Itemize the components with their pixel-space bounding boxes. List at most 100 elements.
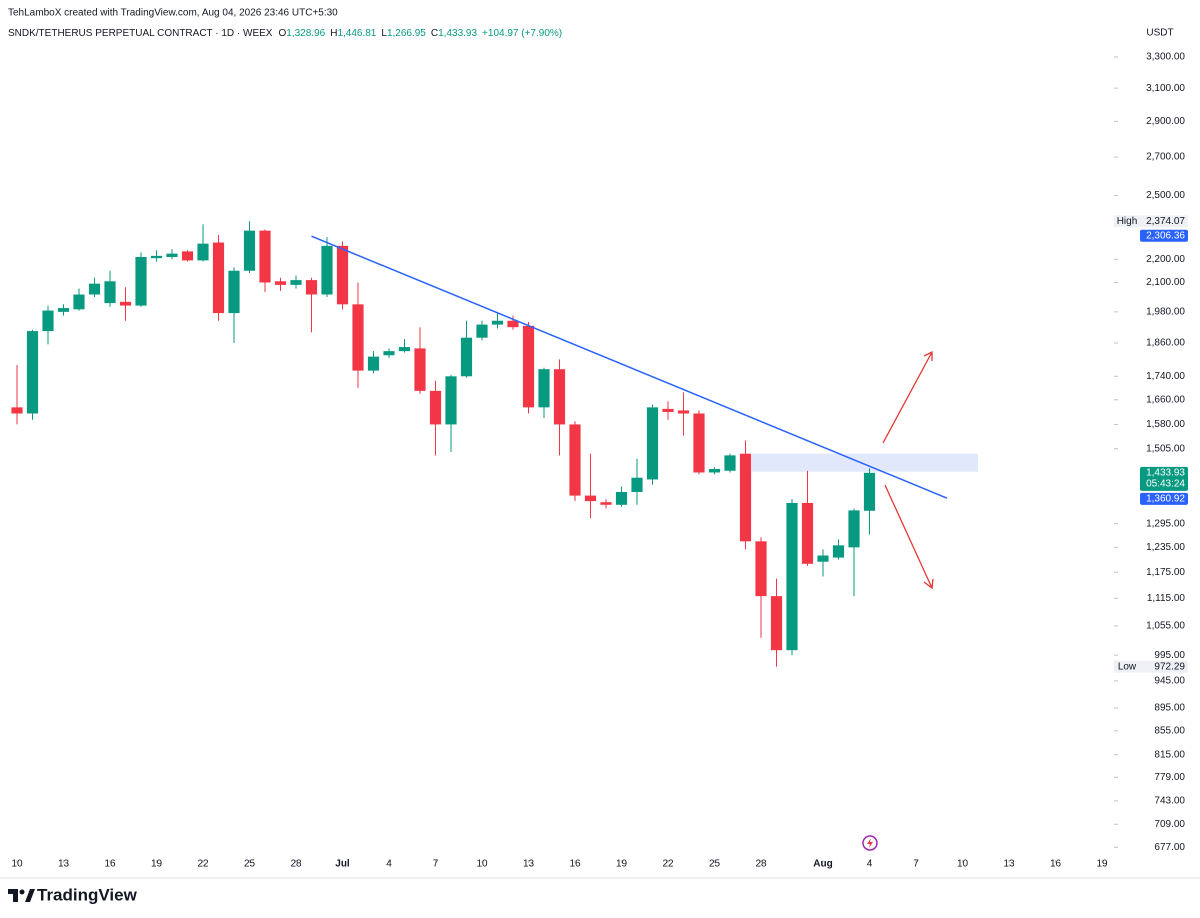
brand: TradingView — [37, 885, 138, 904]
candle-body — [693, 413, 705, 473]
ohlc-key: C — [431, 28, 438, 39]
candle-body — [646, 407, 659, 480]
x-tick-label: 22 — [197, 859, 209, 870]
attribution: TehLamboX created with TradingView.com, … — [8, 8, 338, 19]
x-tick-label: 10 — [11, 859, 23, 870]
candle-body — [755, 541, 767, 597]
ohlc-key: O — [278, 28, 286, 39]
price-label: 2,374.07 — [1146, 216, 1185, 227]
candle-body — [429, 390, 442, 425]
price-label-bg — [1140, 466, 1188, 491]
x-tick-label: Jul — [335, 859, 350, 870]
y-tick-label: 945.00 — [1154, 676, 1185, 687]
candle-body — [197, 243, 209, 261]
candle-body — [11, 407, 23, 414]
candle-body — [708, 469, 721, 473]
y-tick-label: 677.00 — [1154, 842, 1185, 853]
x-tick-label: 7 — [913, 859, 919, 870]
candle-body — [414, 348, 426, 391]
candle-body — [259, 230, 271, 283]
candle-body — [786, 502, 798, 651]
candle-body — [352, 304, 364, 371]
y-tick-label: 1,295.00 — [1146, 518, 1185, 529]
logo — [8, 889, 35, 902]
ohlc-value: 1,446.81 — [337, 28, 376, 39]
y-tick-label: 1,860.00 — [1146, 338, 1185, 349]
y-tick-label: 2,500.00 — [1146, 190, 1185, 201]
y-tick-label: 1,580.00 — [1146, 419, 1185, 430]
candle-body — [553, 369, 566, 425]
y-tick-label: 1,660.00 — [1146, 394, 1185, 405]
candle-body — [367, 356, 380, 371]
candle-body — [135, 257, 147, 306]
candle-body — [321, 245, 333, 295]
candle-body — [507, 320, 519, 328]
y-tick-label: 3,300.00 — [1146, 52, 1185, 63]
ohlc-key: L — [381, 28, 387, 39]
candle-body — [290, 280, 302, 285]
y-tick-label: 995.00 — [1154, 650, 1185, 661]
y-tick-label: 1,740.00 — [1146, 371, 1185, 382]
zone — [751, 453, 978, 472]
candle-body — [336, 245, 349, 305]
x-tick-label: 25 — [244, 859, 256, 870]
candle-body — [476, 324, 488, 338]
x-tick-label: 16 — [569, 859, 581, 870]
candle-body — [212, 242, 225, 314]
x-tick-label: 28 — [290, 859, 302, 870]
x-tick-label: 7 — [433, 859, 439, 870]
candle-body — [801, 502, 814, 564]
x-tick-label: 10 — [476, 859, 488, 870]
y-tick-label: 2,100.00 — [1146, 277, 1185, 288]
candle-body — [770, 596, 783, 651]
price-label-bg — [1140, 492, 1188, 505]
y-tick-label: 1,175.00 — [1146, 567, 1185, 578]
candle-body — [73, 294, 85, 310]
candle-body — [119, 301, 132, 306]
candle-body — [569, 424, 581, 496]
y-tick-label: 709.00 — [1154, 819, 1185, 830]
price-label: 972.29 — [1154, 661, 1185, 672]
candle-body — [383, 351, 395, 356]
y-tick-label: 815.00 — [1154, 749, 1185, 760]
candle-body — [228, 270, 240, 314]
x-tick-label: 4 — [386, 859, 392, 870]
candle-body — [631, 477, 643, 492]
price-tag: Low — [1118, 661, 1137, 672]
signal-icon — [862, 835, 878, 851]
x-tick-label: 22 — [662, 859, 674, 870]
price-label: 1,360.92 — [1146, 494, 1185, 505]
ohlc-value: 1,328.96 — [286, 28, 325, 39]
price-label-sub: 05:43:24 — [1146, 478, 1185, 489]
candle-body — [662, 408, 674, 412]
y-tick-label: 1,115.00 — [1147, 593, 1186, 604]
y-tick-label: 1,235.00 — [1146, 542, 1185, 553]
candle-body — [445, 376, 457, 425]
candle-body — [677, 410, 690, 414]
candle-body — [42, 310, 54, 332]
y-tick-label: 779.00 — [1154, 772, 1185, 783]
x-tick-label: 4 — [867, 859, 873, 870]
ohlc-key: H — [330, 28, 337, 39]
candle-body — [398, 347, 411, 352]
ohlc-value: 1,433.93 — [438, 28, 477, 39]
y-tick-label: 1,505.00 — [1146, 443, 1185, 454]
candle-body — [26, 331, 39, 414]
currency: USDT — [1146, 28, 1173, 39]
price-tag: High — [1117, 216, 1138, 227]
x-tick-label: 19 — [616, 859, 628, 870]
price-tag-bg — [1114, 660, 1140, 673]
x-tick-label: 13 — [1003, 859, 1015, 870]
candle-body — [243, 230, 256, 271]
y-tick-label: 895.00 — [1154, 703, 1185, 714]
y-tick-label: 1,980.00 — [1146, 306, 1185, 317]
price-label-bg — [1140, 229, 1188, 242]
x-tick-label: 13 — [58, 859, 70, 870]
price-tag-bg — [1114, 215, 1140, 228]
candle-body — [832, 545, 845, 558]
x-tick-label: 16 — [1050, 859, 1062, 870]
y-tick-label: 1,055.00 — [1146, 621, 1185, 632]
x-tick-label: Aug — [813, 859, 832, 870]
candle-body — [817, 555, 829, 562]
candle-body — [104, 281, 116, 304]
